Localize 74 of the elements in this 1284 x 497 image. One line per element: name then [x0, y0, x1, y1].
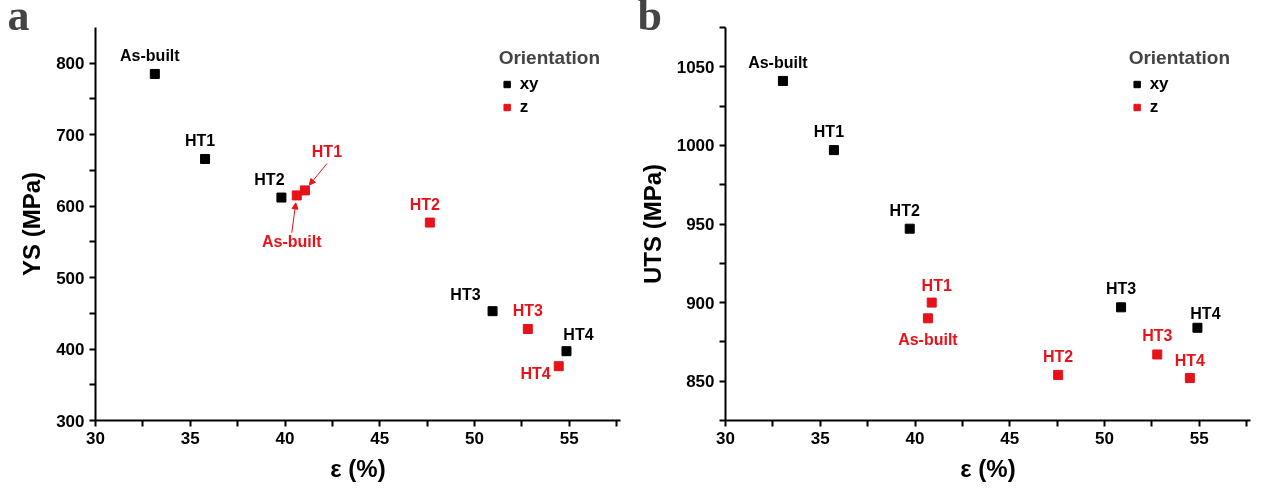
annotation: HT4	[1190, 304, 1221, 322]
annotation: HT2	[1043, 347, 1074, 365]
x-tick-label: 50	[1095, 428, 1115, 448]
annotation: HT2	[889, 201, 920, 219]
y-tick-label: 1050	[676, 57, 715, 77]
point	[561, 346, 572, 357]
annotation: HT1	[813, 123, 845, 141]
legend-title: Orientation	[498, 47, 600, 69]
annotation: HT2	[254, 170, 285, 188]
annotation: As-built	[898, 331, 959, 349]
y-tick-label: 950	[686, 215, 715, 234]
annotation: As-built	[120, 46, 181, 64]
annotation: HT3	[1142, 327, 1173, 345]
legend-label: z	[519, 97, 530, 117]
y-tick-label: 900	[686, 293, 715, 313]
y-tick-label: 600	[56, 197, 85, 217]
point	[276, 192, 287, 203]
y-tick-label: 850	[686, 372, 715, 392]
y-axis-title: YS (MPa)	[18, 171, 46, 277]
annotation: HT3	[450, 286, 481, 304]
annotation: HT4	[563, 326, 594, 344]
y-tick-label: 1000	[676, 136, 715, 156]
x-tick-label: 35	[180, 428, 200, 448]
annotation: As-built	[748, 53, 809, 71]
y-tick-label: 300	[56, 411, 85, 431]
point	[553, 361, 564, 372]
point	[424, 217, 435, 228]
point	[487, 306, 498, 317]
x-tick-label: 40	[275, 428, 295, 448]
x-tick-label: 45	[370, 428, 390, 448]
point	[299, 185, 310, 196]
y-tick-label: 800	[56, 54, 85, 74]
x-tick-label: 55	[559, 428, 579, 448]
legend-label: z	[1149, 97, 1160, 117]
annotation: HT2	[409, 195, 441, 213]
point	[1192, 322, 1203, 333]
point	[922, 313, 933, 324]
x-axis-title: ε (%)	[330, 454, 386, 482]
point	[522, 324, 533, 335]
x-tick-label: 35	[810, 428, 830, 448]
text: a	[7, 0, 30, 40]
legend-label: xy	[1149, 74, 1170, 94]
point	[926, 297, 937, 308]
annotation: HT4	[520, 365, 551, 383]
annotation: HT4	[1174, 352, 1206, 370]
y-tick-label: 400	[56, 340, 85, 360]
point	[777, 75, 788, 86]
point	[1116, 302, 1127, 313]
x-tick-label: 55	[1189, 428, 1209, 448]
annotation: HT3	[512, 302, 544, 320]
annotation: HT1	[921, 276, 952, 294]
x-tick-label: 30	[716, 428, 735, 448]
legend-title: Orientation	[1128, 47, 1230, 69]
y-axis-title: UTS (MPa)	[638, 164, 666, 284]
x-tick-label: 40	[905, 428, 925, 448]
x-tick-label: 45	[1000, 428, 1020, 448]
point	[1184, 373, 1195, 384]
point	[149, 68, 160, 79]
point	[828, 145, 839, 156]
point	[1152, 349, 1163, 360]
legend-label: xy	[519, 74, 540, 94]
point	[904, 223, 915, 234]
annotation: HT1	[311, 143, 343, 161]
point	[1053, 369, 1064, 380]
annotation: HT1	[184, 131, 216, 149]
y-tick-label: 700	[56, 125, 85, 145]
x-tick-label: 30	[86, 428, 105, 448]
y-tick-label: 500	[56, 268, 85, 288]
annotation: HT3	[1105, 280, 1137, 298]
point	[291, 190, 302, 201]
x-axis-title: ε (%)	[960, 454, 1016, 482]
x-tick-label: 50	[465, 428, 485, 448]
point	[200, 153, 211, 164]
annotation: As-built	[262, 233, 323, 251]
